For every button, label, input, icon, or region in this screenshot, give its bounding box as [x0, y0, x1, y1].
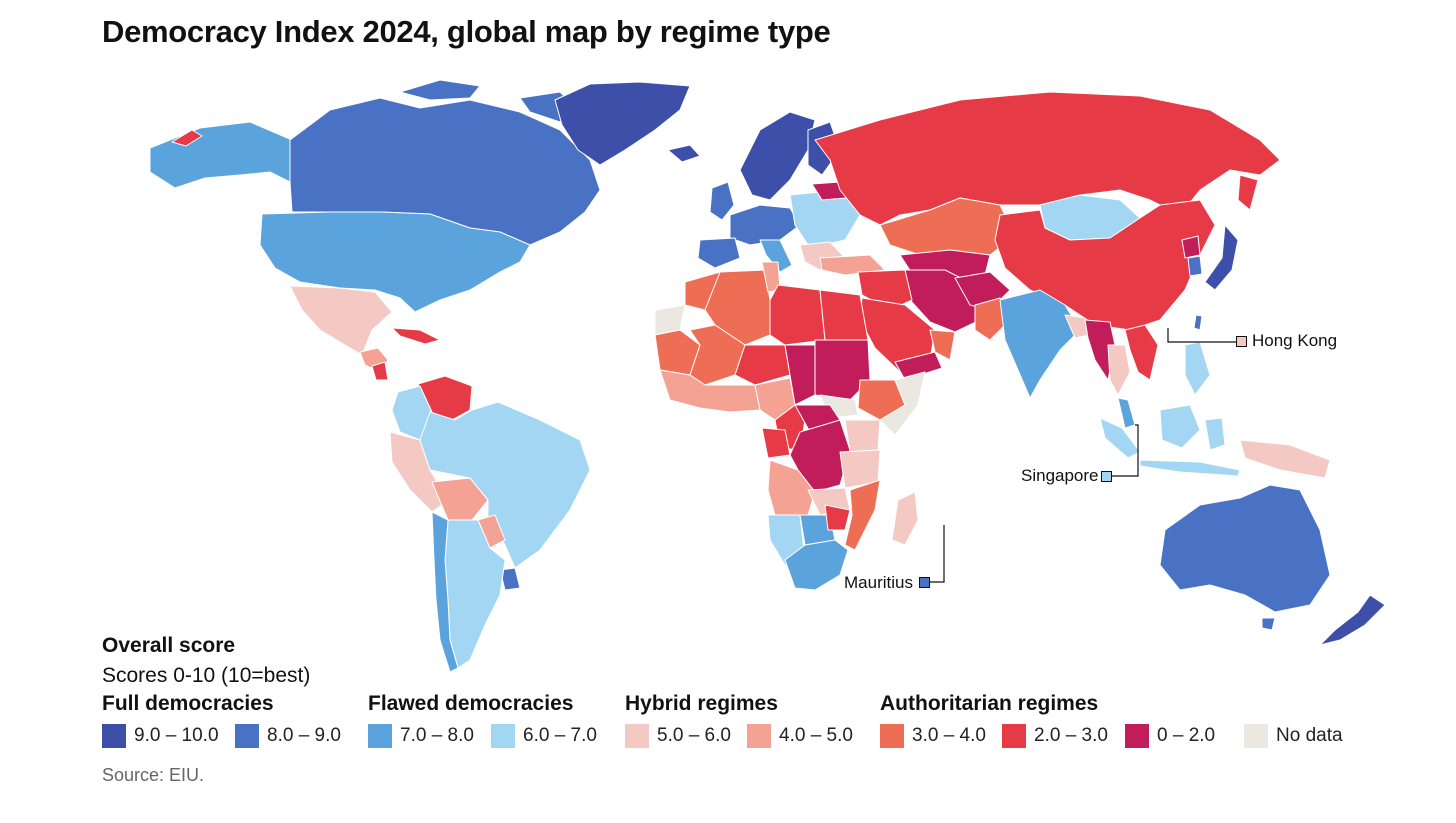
region-mexico	[289, 285, 393, 356]
legend-item-label: 4.0 – 5.0	[779, 725, 853, 746]
region-brazil	[419, 401, 591, 569]
region-nicaragua	[371, 361, 389, 381]
legend-item: 2.0 – 3.0	[1002, 724, 1108, 748]
region-uk	[709, 181, 735, 221]
region-kamchatka	[1237, 174, 1259, 211]
region-taiwan	[1193, 314, 1203, 331]
legend-group-authoritarian: Authoritarian regimes	[880, 692, 1099, 715]
region-greenland	[554, 81, 691, 166]
hong-kong-label: Hong Kong	[1252, 331, 1338, 350]
legend-item: 5.0 – 6.0	[625, 724, 731, 748]
region-australia	[1159, 484, 1331, 613]
region-thailand	[1107, 344, 1131, 396]
region-mali	[689, 324, 746, 386]
region-spain	[697, 237, 741, 269]
region-tasmania	[1261, 617, 1276, 631]
region-uruguay	[499, 567, 521, 591]
region-italy	[759, 239, 793, 273]
region-madagascar	[891, 491, 919, 546]
source-note: Source: EIU.	[102, 765, 205, 785]
legend-item: 6.0 – 7.0	[491, 724, 597, 748]
region-papua	[1239, 439, 1331, 479]
legend-swatch	[235, 724, 259, 748]
mauritius-label: Mauritius	[844, 573, 913, 592]
region-alaska	[149, 121, 293, 189]
singapore-swatch	[1101, 471, 1112, 482]
region-borneo	[1159, 404, 1201, 449]
legend-subheading: Scores 0-10 (10=best)	[102, 664, 311, 687]
singapore-leader	[1112, 424, 1139, 477]
chart-title: Democracy Index 2024, global map by regi…	[102, 14, 831, 49]
legend-item: 7.0 – 8.0	[368, 724, 474, 748]
legend-item: 9.0 – 10.0	[102, 724, 219, 748]
region-chile	[431, 511, 459, 673]
legend-item-label: 2.0 – 3.0	[1034, 725, 1108, 746]
legend-item: 4.0 – 5.0	[747, 724, 853, 748]
region-south-africa	[784, 539, 849, 591]
legend-item: 0 – 2.0	[1125, 724, 1215, 748]
legend-item: 3.0 – 4.0	[880, 724, 986, 748]
region-malaysia	[1117, 397, 1136, 429]
legend-item: 8.0 – 9.0	[235, 724, 341, 748]
legend-swatch	[880, 724, 904, 748]
region-japan	[1204, 224, 1239, 291]
region-west-europe	[729, 204, 801, 246]
region-yemen	[894, 351, 943, 381]
legend-item-label: 8.0 – 9.0	[267, 725, 341, 746]
region-arctic-islands	[399, 79, 481, 101]
legend-swatch	[625, 724, 649, 748]
mauritius-swatch	[919, 577, 930, 588]
region-myanmar	[1084, 319, 1116, 381]
legend-item-label: 5.0 – 6.0	[657, 725, 731, 746]
legend-item-label: 7.0 – 8.0	[400, 725, 474, 746]
legend-swatch	[747, 724, 771, 748]
region-oman	[929, 329, 956, 361]
region-norway-sweden	[739, 111, 816, 201]
legend-heading: Overall score	[102, 634, 236, 657]
region-java	[1139, 459, 1241, 477]
legend-swatch	[491, 724, 515, 748]
region-sulawesi	[1204, 417, 1226, 451]
region-egypt	[819, 289, 869, 341]
region-usa	[259, 211, 531, 313]
singapore-label: Singapore	[1021, 466, 1099, 485]
region-uganda-kenya	[844, 419, 881, 453]
legend-item-label: No data	[1276, 725, 1343, 746]
legend-swatch	[1125, 724, 1149, 748]
region-south-korea	[1187, 255, 1203, 277]
hong-kong-leader	[1167, 328, 1236, 343]
region-north-korea	[1181, 235, 1201, 259]
region-iceland	[667, 144, 701, 163]
mauritius-leader	[930, 525, 945, 583]
legend-swatch	[368, 724, 392, 748]
region-somalia	[879, 371, 926, 436]
region-niger	[734, 344, 791, 386]
legend-item: No data	[1244, 724, 1343, 748]
region-india	[999, 289, 1081, 399]
legend-group-hybrid: Hybrid regimes	[625, 692, 778, 715]
region-congo-west	[761, 427, 791, 459]
region-philippines	[1184, 341, 1211, 396]
region-libya	[769, 284, 826, 346]
region-vietnam	[1124, 324, 1159, 381]
region-zimbabwe	[824, 504, 851, 531]
region-cuba	[391, 327, 441, 345]
legend-swatch	[1244, 724, 1268, 748]
region-bolivia	[431, 477, 489, 521]
legend-item-label: 6.0 – 7.0	[523, 725, 597, 746]
region-mozambique	[844, 479, 881, 551]
legend-group-flawed: Flawed democracies	[368, 692, 574, 715]
region-new-zealand	[1319, 594, 1386, 646]
legend-swatch	[102, 724, 126, 748]
hong-kong-swatch	[1236, 336, 1247, 347]
legend-swatch	[1002, 724, 1026, 748]
region-sumatra	[1099, 417, 1141, 459]
legend-group-full: Full democracies	[102, 692, 274, 715]
legend-item-label: 0 – 2.0	[1157, 725, 1216, 746]
legend-item-label: 3.0 – 4.0	[912, 725, 986, 746]
legend-item-label: 9.0 – 10.0	[134, 725, 219, 746]
region-chukotka-west	[171, 129, 203, 147]
